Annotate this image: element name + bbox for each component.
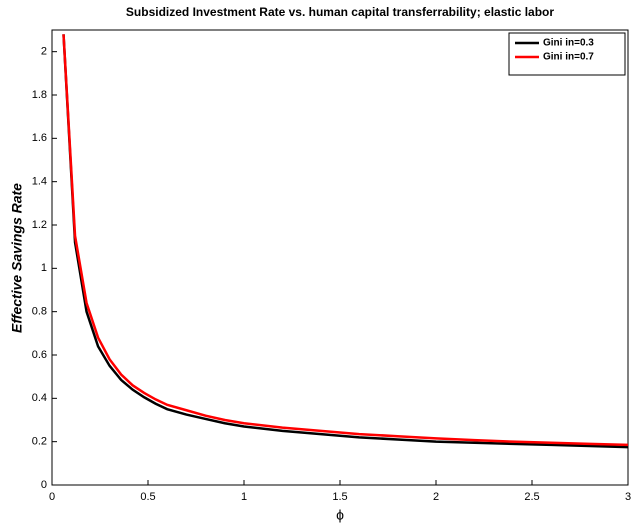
y-tick-label: 0.6	[32, 349, 47, 361]
x-tick-label: 2	[433, 491, 439, 503]
y-tick-label: 1	[41, 262, 47, 274]
legend-box	[508, 32, 626, 76]
series-line	[62, 34, 629, 447]
x-tick-label: 2.5	[524, 491, 539, 503]
y-tick-label: 0.2	[32, 436, 47, 448]
y-axis-label: Effective Savings Rate	[9, 183, 25, 333]
x-tick-label: 1	[241, 491, 247, 503]
x-tick-label: 0	[49, 491, 55, 503]
x-tick-label: 3	[625, 491, 631, 503]
y-tick-label: 1.8	[32, 89, 47, 101]
series-line	[62, 34, 629, 449]
legend-label: Gini in=0.3	[543, 38, 594, 49]
plot-frame	[51, 29, 629, 486]
y-tick-label: 1.6	[32, 132, 47, 144]
y-tick-label: 0.8	[32, 306, 47, 318]
y-tick-label: 0	[41, 479, 47, 491]
y-tick-label: 2	[41, 46, 47, 58]
y-tick-label: 0.4	[32, 392, 47, 404]
chart-title: Subsidized Investment Rate vs. human cap…	[126, 5, 554, 19]
legend-label: Gini in=0.7	[543, 52, 594, 63]
x-tick-label: 1.5	[332, 491, 347, 503]
x-tick-label: 0.5	[140, 491, 155, 503]
y-tick-label: 1.2	[32, 219, 47, 231]
y-tick-label: 1.4	[32, 176, 47, 188]
x-axis-label: ϕ	[336, 507, 344, 523]
